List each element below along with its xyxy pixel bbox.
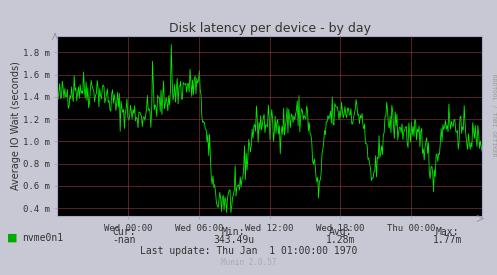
Text: 343.49u: 343.49u: [213, 235, 254, 245]
Text: -nan: -nan: [112, 235, 136, 245]
Text: Munin 2.0.57: Munin 2.0.57: [221, 258, 276, 266]
Text: nvme0n1: nvme0n1: [22, 233, 64, 243]
Text: 1.28m: 1.28m: [326, 235, 355, 245]
Text: Cur:: Cur:: [112, 227, 136, 237]
Y-axis label: Average IO Wait (seconds): Average IO Wait (seconds): [11, 61, 21, 190]
Text: Max:: Max:: [435, 227, 459, 237]
Text: Avg:: Avg:: [329, 227, 352, 237]
Text: Last update: Thu Jan  1 01:00:00 1970: Last update: Thu Jan 1 01:00:00 1970: [140, 246, 357, 255]
Text: 1.77m: 1.77m: [432, 235, 462, 245]
Text: RRDTOOL / TOBI OETIKER: RRDTOOL / TOBI OETIKER: [491, 74, 496, 157]
Text: ■: ■: [7, 233, 18, 243]
Text: Min:: Min:: [222, 227, 246, 237]
Title: Disk latency per device - by day: Disk latency per device - by day: [168, 21, 371, 35]
